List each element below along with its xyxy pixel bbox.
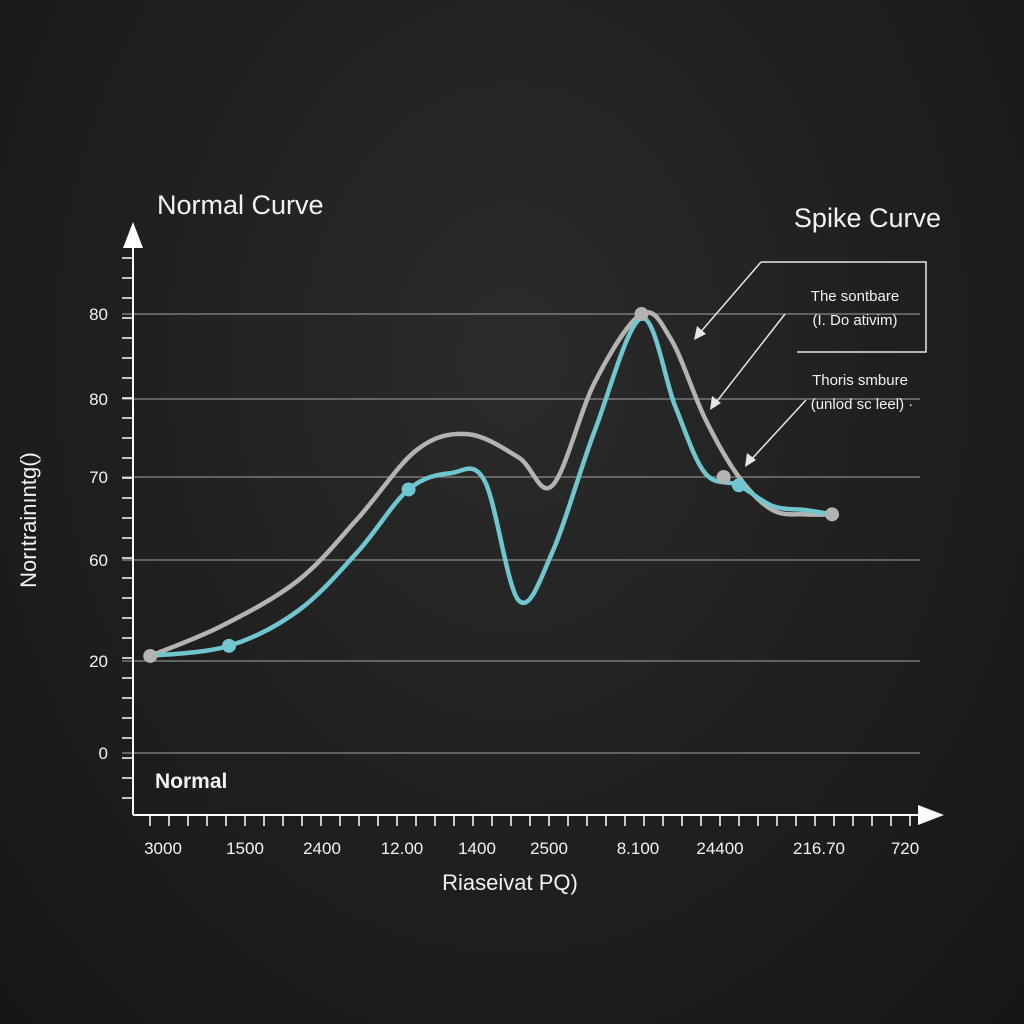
marker-layer xyxy=(143,307,840,663)
x-tick-label: 216.70 xyxy=(793,839,845,858)
y-axis-arrow xyxy=(123,222,143,248)
x-tick-label: 8.100 xyxy=(617,839,660,858)
data-point-marker xyxy=(401,482,416,497)
chart-title-left: Normal Curve xyxy=(157,190,324,220)
callout-arrow-2 xyxy=(748,399,807,463)
x-tick-label: 2400 xyxy=(303,839,341,858)
y-tick-label: 0 xyxy=(99,744,108,763)
x-tick-label: 1500 xyxy=(226,839,264,858)
gridlines xyxy=(122,313,920,754)
annotation-2-line1: Thoris smbure xyxy=(812,372,908,389)
y-tick-label: 70 xyxy=(89,468,108,487)
minor-ticks xyxy=(122,257,911,826)
x-axis-arrow xyxy=(918,805,944,825)
series-line-1 xyxy=(147,316,835,659)
callout-arrowhead-2 xyxy=(745,453,756,467)
y-tick-label: 60 xyxy=(89,551,108,570)
x-tick-label: 3000 xyxy=(144,839,182,858)
series-layer xyxy=(147,310,835,659)
annotations: The sontbare (I. Do ativim) Thoris smbur… xyxy=(694,261,927,467)
y-tick-label: 80 xyxy=(89,390,108,409)
annotation-2-line2: (unlod sc leel) · xyxy=(811,396,914,413)
corner-label: Normal xyxy=(155,770,227,793)
x-tick-label: 12.00 xyxy=(381,839,424,858)
data-point-marker xyxy=(731,478,746,493)
data-point-marker xyxy=(634,307,649,321)
callout-arrow-1b xyxy=(713,313,786,406)
y-axis-title: Norıtrainıntg() xyxy=(16,452,41,588)
x-tick-label: 1400 xyxy=(458,839,496,858)
callout-arrow-1a xyxy=(697,261,762,336)
x-tick-label: 24400 xyxy=(696,839,743,858)
callout-arrowhead-1a xyxy=(694,326,706,340)
data-point-marker xyxy=(143,648,158,663)
annotation-1-line2: (I. Do ativim) xyxy=(812,312,897,329)
data-point-marker xyxy=(716,470,731,484)
data-point-marker xyxy=(825,507,840,522)
y-tick-label: 80 xyxy=(89,305,108,324)
x-tick-label: 720 xyxy=(891,839,919,858)
annotation-1-line1: The sontbare xyxy=(811,288,899,305)
x-axis-title: Riaseivat PQ) xyxy=(442,870,578,895)
chart-title-right: Spike Curve xyxy=(794,203,941,233)
data-point-marker xyxy=(222,638,237,653)
callout-arrowhead-1b xyxy=(710,396,721,410)
callout-box-1 xyxy=(761,261,927,353)
y-tick-label: 20 xyxy=(89,652,108,671)
x-tick-label: 2500 xyxy=(530,839,568,858)
